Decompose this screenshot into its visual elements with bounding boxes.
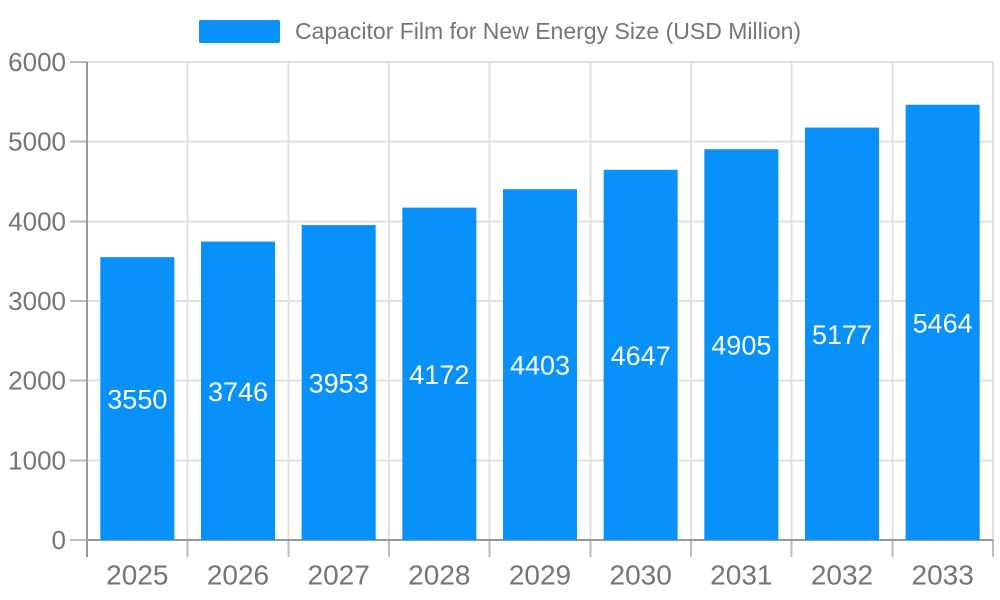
y-axis-label: 0 (52, 525, 66, 555)
y-axis-label: 6000 (8, 47, 66, 77)
x-axis-label: 2025 (106, 560, 168, 591)
y-axis-label: 5000 (8, 127, 66, 157)
bar-2031[interactable] (704, 149, 779, 541)
x-axis-label: 2026 (207, 560, 269, 591)
bar-2033[interactable] (905, 104, 980, 541)
y-axis-label: 3000 (8, 286, 66, 316)
bar-2032[interactable] (805, 127, 879, 540)
bar-value-label: 4905 (711, 331, 771, 361)
x-axis-label: 2029 (509, 560, 571, 591)
y-axis-label: 4000 (8, 206, 66, 236)
bar-value-label: 3953 (309, 369, 369, 399)
y-axis-label: 2000 (8, 366, 66, 396)
x-axis-label: 2028 (408, 560, 470, 591)
bar-2027[interactable] (301, 225, 376, 540)
x-axis-label: 2031 (710, 560, 772, 591)
bar-value-label: 4172 (409, 360, 469, 390)
bar-value-label: 4647 (611, 341, 671, 371)
bar-2028[interactable] (402, 207, 477, 540)
bar-value-label: 5177 (812, 320, 872, 350)
bar-value-label: 3746 (208, 377, 268, 407)
legend-label: Capacitor Film for New Energy Size (USD … (294, 18, 802, 44)
y-axis-label: 1000 (8, 445, 66, 475)
bar-value-label: 4403 (510, 351, 570, 381)
bar-value-label: 5464 (913, 308, 973, 338)
bar-2026[interactable] (201, 241, 275, 540)
legend-swatch-icon (198, 19, 280, 43)
legend-item[interactable]: Capacitor Film for New Energy Size (USD … (0, 17, 1000, 45)
x-axis-label: 2032 (811, 560, 873, 591)
x-axis-label: 2030 (610, 560, 672, 591)
bar-2030[interactable] (603, 169, 678, 540)
x-axis-label: 2027 (308, 560, 370, 591)
x-axis-label: 2033 (912, 560, 974, 591)
bar-value-label: 3550 (107, 385, 167, 415)
bar-2025[interactable] (100, 257, 175, 540)
bar-2029[interactable] (503, 189, 577, 540)
